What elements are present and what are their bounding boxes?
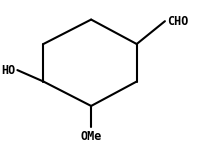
Text: CHO: CHO <box>167 15 189 28</box>
Text: HO: HO <box>1 64 15 77</box>
Text: OMe: OMe <box>81 130 102 143</box>
